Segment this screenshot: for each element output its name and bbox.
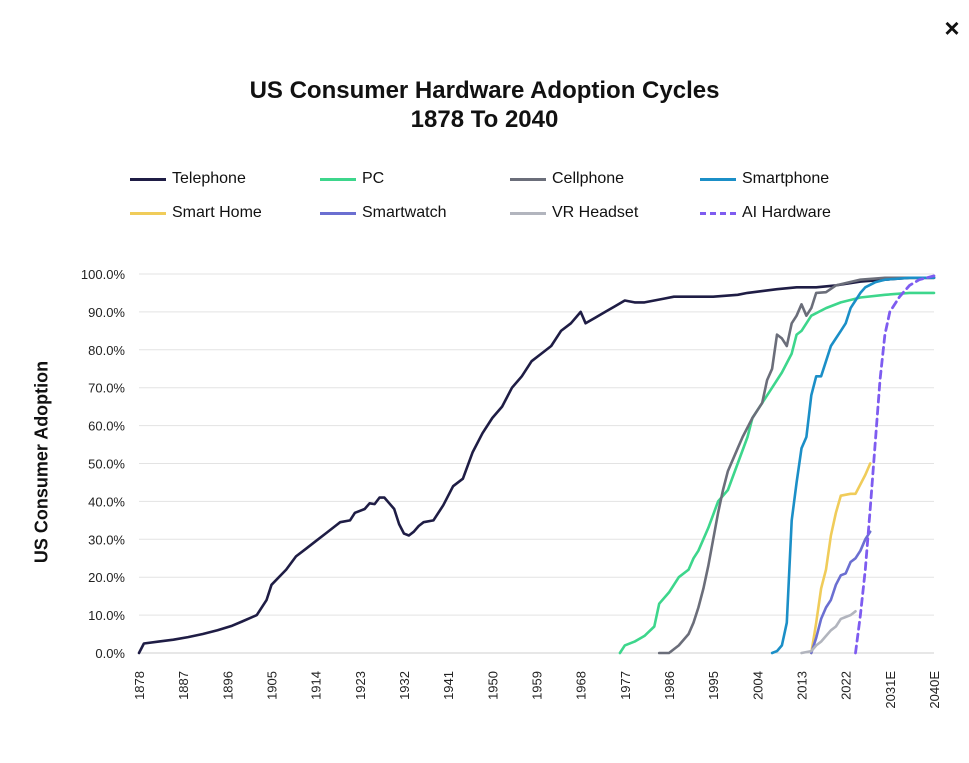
legend-label: PC (362, 170, 385, 187)
legend-label: Cellphone (552, 170, 625, 187)
legend-item-cellphone: Cellphone (510, 168, 624, 190)
series-line-pc (618, 291, 936, 655)
x-tick-label: 1905 (265, 671, 280, 700)
x-tick-label: 1968 (574, 671, 589, 700)
legend-label: Smartwatch (362, 204, 447, 221)
x-tick-label: 1950 (485, 671, 500, 700)
y-tick-label: 70.0% (88, 381, 125, 396)
legend-swatch (130, 211, 166, 215)
x-tick-label: 1914 (309, 671, 324, 700)
x-tick-label: 1878 (132, 671, 147, 700)
x-tick-label: 2022 (839, 671, 854, 700)
legend-item-smartphone: Smartphone (700, 168, 829, 190)
legend-item-vr-headset: VR Headset (510, 202, 638, 224)
y-tick-label: 10.0% (88, 608, 125, 623)
y-tick-label: 20.0% (88, 570, 125, 585)
x-tick-label: 1932 (397, 671, 412, 700)
legend-item-smart-home: Smart Home (130, 202, 262, 224)
legend-swatch (320, 211, 356, 215)
x-tick-label: 1995 (706, 671, 721, 700)
close-button[interactable]: × (944, 13, 960, 43)
series-line-vr-headset (800, 610, 857, 655)
legend-swatch (320, 177, 356, 181)
x-tick-label: 1941 (441, 671, 456, 700)
y-tick-label: 0.0% (95, 646, 125, 661)
x-tick-label: 2040E (927, 671, 942, 709)
series-line-smartwatch (810, 530, 872, 655)
series-line-cellphone (657, 276, 936, 655)
legend-item-telephone: Telephone (130, 168, 246, 190)
legend-item-smartwatch: Smartwatch (320, 202, 446, 224)
series-line-smartphone (770, 276, 936, 655)
x-tick-label: 1887 (176, 671, 191, 700)
legend-label: Smart Home (172, 204, 262, 221)
legend-swatch (510, 211, 546, 215)
x-tick-label: 2004 (750, 671, 765, 700)
chart-subtitle: 1878 To 2040 (410, 106, 559, 133)
x-tick-label: 1977 (618, 671, 633, 700)
legend-swatch (130, 177, 166, 181)
y-tick-label: 40.0% (88, 494, 125, 509)
legend-swatch (700, 177, 736, 181)
x-tick-label: 1959 (530, 671, 545, 700)
y-tick-label: 60.0% (88, 419, 125, 434)
legend-swatch (510, 177, 546, 181)
legend-label: AI Hardware (742, 204, 831, 221)
chart-title: US Consumer Hardware Adoption Cycles (249, 77, 720, 104)
chart-title-block: US Consumer Hardware Adoption Cycles 187… (0, 76, 969, 134)
x-tick-label: 1986 (662, 671, 677, 700)
series-line-ai-hardware (854, 274, 936, 655)
y-tick-label: 90.0% (88, 305, 125, 320)
y-tick-label: 100.0% (81, 267, 126, 282)
y-tick-label: 80.0% (88, 343, 125, 358)
x-tick-label: 1896 (220, 671, 235, 700)
y-tick-label: 30.0% (88, 532, 125, 547)
legend-label: Telephone (172, 170, 246, 187)
legend-item-pc: PC (320, 168, 384, 190)
legend-item-ai-hardware: AI Hardware (700, 202, 831, 224)
series-line-smart-home (810, 462, 872, 655)
x-tick-label: 2013 (795, 671, 810, 700)
legend-label: VR Headset (552, 204, 639, 221)
legend-label: Smartphone (742, 170, 830, 187)
series-line-telephone (137, 276, 936, 655)
legend-swatch (700, 211, 736, 215)
x-tick-label: 1923 (353, 671, 368, 700)
x-tick-label: 2031E (883, 671, 898, 709)
y-tick-label: 50.0% (88, 457, 125, 472)
